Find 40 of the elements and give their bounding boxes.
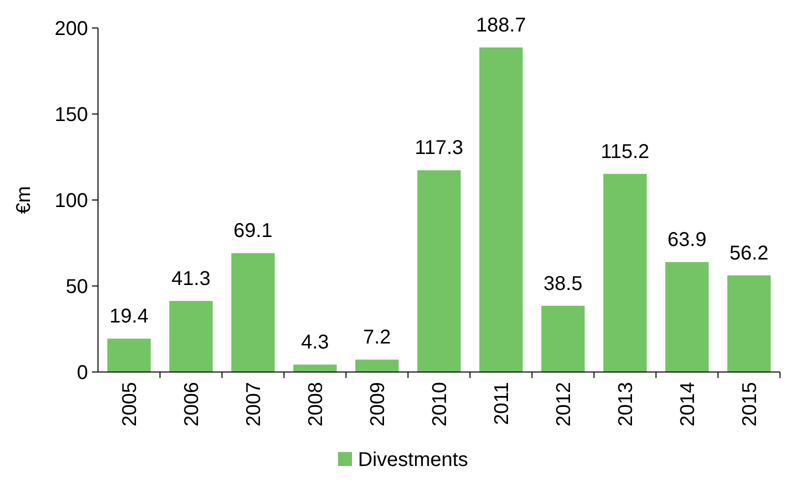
bar: [603, 174, 647, 372]
x-tick-label: 2013: [615, 382, 637, 426]
data-label: 38.5: [544, 272, 582, 295]
bar: [479, 47, 523, 372]
data-label: 117.3: [414, 137, 464, 160]
x-tick-label: 2012: [553, 382, 575, 426]
x-tick-label: 2015: [739, 382, 761, 426]
x-tick-label: 2007: [243, 382, 265, 426]
y-tick-label: 100: [54, 190, 88, 212]
x-tick-label: 2011: [491, 382, 513, 426]
bar: [293, 364, 337, 372]
y-tick-label: 150: [54, 104, 88, 126]
y-tick-label: 0: [76, 362, 88, 384]
bar: [169, 300, 213, 372]
legend-label: Divestments: [358, 449, 468, 471]
x-tick-label: 2006: [181, 382, 203, 426]
bar: [231, 253, 275, 372]
bar: [665, 262, 709, 372]
data-label: 69.1: [234, 220, 272, 242]
bar: [727, 275, 771, 372]
x-tick-label: 2014: [677, 382, 699, 426]
y-tick-label: 200: [54, 18, 88, 40]
x-tick-label: 2010: [429, 382, 451, 426]
bar: [417, 170, 461, 372]
y-tick-label: 50: [66, 276, 88, 298]
data-label: 115.2: [600, 140, 650, 163]
data-label: 19.4: [110, 306, 148, 328]
data-label: 7.2: [363, 326, 391, 349]
x-tick-label: 2005: [119, 382, 141, 426]
data-label: 188.7: [476, 14, 526, 36]
bar: [107, 338, 151, 372]
data-label: 41.3: [172, 268, 210, 290]
data-label: 56.2: [730, 242, 768, 264]
y-axis-title: €m: [13, 186, 35, 214]
bar: [541, 306, 585, 372]
x-tick-label: 2009: [367, 382, 389, 426]
data-label: 4.3: [301, 332, 329, 354]
data-label: 63.9: [668, 229, 706, 252]
bar: [355, 360, 399, 372]
x-tick-label: 2008: [305, 382, 327, 426]
